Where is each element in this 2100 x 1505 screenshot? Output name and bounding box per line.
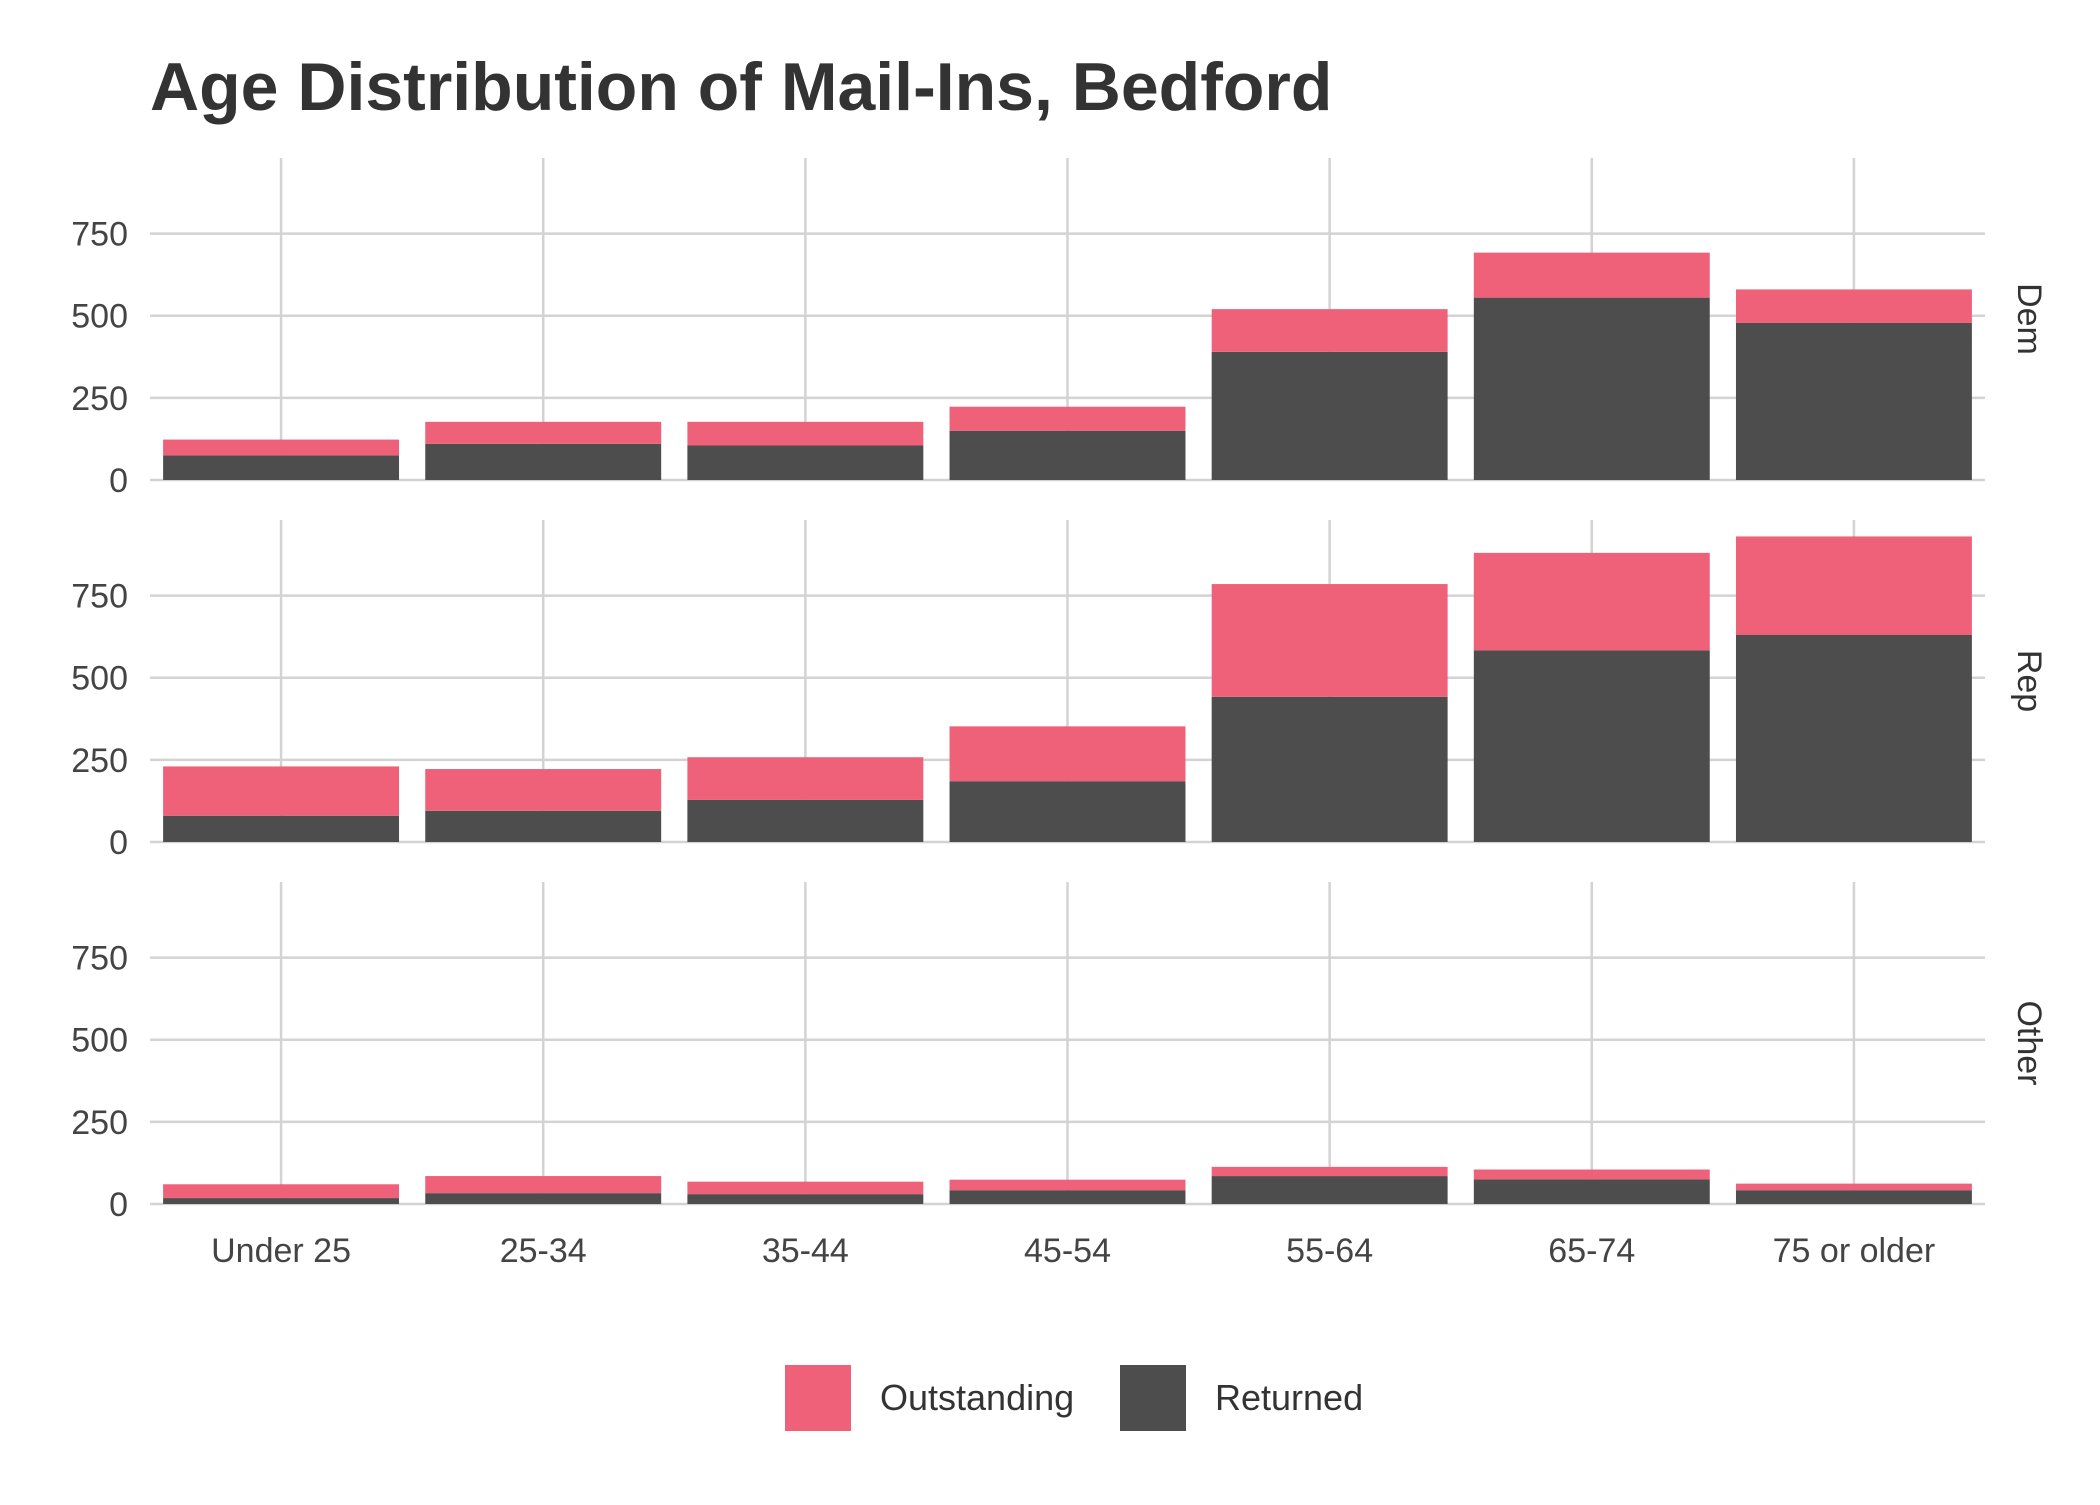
- x-tick-label: 65-74: [1548, 1232, 1635, 1270]
- bar-returned-rep: [949, 781, 1186, 842]
- legend-label: Returned: [1215, 1377, 1363, 1418]
- facet-strip-label: Other: [2010, 1000, 2048, 1085]
- bar-outstanding-dem: [949, 406, 1186, 431]
- x-tick-label: 75 or older: [1773, 1232, 1936, 1270]
- bar-returned-dem: [1473, 297, 1710, 480]
- bar-outstanding-other: [949, 1179, 1186, 1191]
- legend-item-outstanding: Outstanding: [785, 1365, 1074, 1431]
- bar-returned-rep: [1735, 635, 1972, 842]
- x-tick-label: Under 25: [211, 1232, 351, 1270]
- y-tick-label: 250: [71, 742, 128, 780]
- facet-strip-label: Rep: [2010, 650, 2048, 712]
- bar-outstanding-rep: [949, 726, 1186, 782]
- bar-outstanding-other: [1473, 1169, 1710, 1180]
- bar-outstanding-dem: [163, 439, 400, 456]
- y-tick-label: 750: [71, 216, 128, 254]
- bar-returned-dem: [949, 430, 1186, 480]
- bar-returned-other: [949, 1190, 1186, 1204]
- x-tick-label: 35-44: [762, 1232, 849, 1270]
- bar-returned-other: [163, 1198, 400, 1204]
- bar-outstanding-dem: [1473, 252, 1710, 298]
- bar-returned-other: [1735, 1190, 1972, 1204]
- bar-outstanding-dem: [1735, 289, 1972, 323]
- legend: Outstanding Returned: [785, 1365, 1363, 1431]
- y-tick-label: 500: [71, 660, 128, 698]
- y-tick-label: 250: [71, 1104, 128, 1142]
- bar-outstanding-other: [163, 1184, 400, 1199]
- bar-returned-rep: [163, 815, 400, 842]
- bar-returned-dem: [425, 443, 662, 480]
- bar-outstanding-rep: [163, 766, 400, 816]
- bar-outstanding-rep: [425, 769, 662, 811]
- bar-returned-other: [1473, 1179, 1710, 1204]
- bar-returned-dem: [1211, 351, 1448, 480]
- y-tick-label: 750: [71, 578, 128, 616]
- x-tick-label: 25-34: [500, 1232, 587, 1270]
- y-tick-label: 0: [109, 824, 128, 862]
- bar-returned-dem: [163, 455, 400, 480]
- bar-returned-dem: [1735, 322, 1972, 480]
- legend-key-outstanding: [785, 1365, 851, 1431]
- y-tick-label: 0: [109, 462, 128, 500]
- bar-outstanding-dem: [1211, 309, 1448, 352]
- bar-outstanding-other: [425, 1176, 662, 1194]
- x-tick-label: 45-54: [1024, 1232, 1111, 1270]
- facet-panel-dem: 0 250 500 750 Dem: [71, 158, 2048, 500]
- bar-outstanding-dem: [687, 421, 924, 446]
- bar-outstanding-dem: [425, 421, 662, 444]
- bar-returned-rep: [1473, 650, 1710, 842]
- y-tick-label: 500: [71, 298, 128, 336]
- facet-panel-other: 0 250 500 750 Other: [71, 882, 2048, 1224]
- y-tick-label: 250: [71, 380, 128, 418]
- bar-outstanding-rep: [1473, 552, 1710, 651]
- panels-layer: 0 250 500 750 Dem 0 250 500 750 Rep 0 250 500 750 Othe…: [71, 158, 2048, 1270]
- facet-panel-rep: 0 250 500 750 Rep: [71, 520, 2048, 862]
- bar-outstanding-other: [687, 1181, 924, 1195]
- bar-returned-rep: [425, 810, 662, 842]
- legend-key-returned: [1120, 1365, 1186, 1431]
- bar-returned-rep: [687, 799, 924, 842]
- bar-outstanding-rep: [1735, 536, 1972, 635]
- facet-strip-label: Dem: [2010, 283, 2048, 355]
- x-tick-label: 55-64: [1286, 1232, 1373, 1270]
- legend-item-returned: Returned: [1120, 1365, 1363, 1431]
- bar-outstanding-rep: [687, 757, 924, 800]
- y-tick-label: 500: [71, 1022, 128, 1060]
- bar-outstanding-other: [1211, 1166, 1448, 1177]
- bar-returned-other: [687, 1194, 924, 1204]
- y-tick-label: 0: [109, 1186, 128, 1224]
- y-tick-label: 750: [71, 940, 128, 978]
- x-axis: Under 25 25-34 35-44 45-54 55-64 65-74 75 or o…: [211, 1232, 1935, 1270]
- bar-returned-dem: [687, 445, 924, 480]
- bar-outstanding-rep: [1211, 584, 1448, 697]
- legend-label: Outstanding: [880, 1377, 1074, 1418]
- bar-outstanding-other: [1735, 1183, 1972, 1191]
- chart-title: Age Distribution of Mail-Ins, Bedford: [150, 49, 1332, 125]
- bar-returned-rep: [1211, 696, 1448, 842]
- bar-returned-other: [425, 1193, 662, 1204]
- bar-returned-other: [1211, 1176, 1448, 1204]
